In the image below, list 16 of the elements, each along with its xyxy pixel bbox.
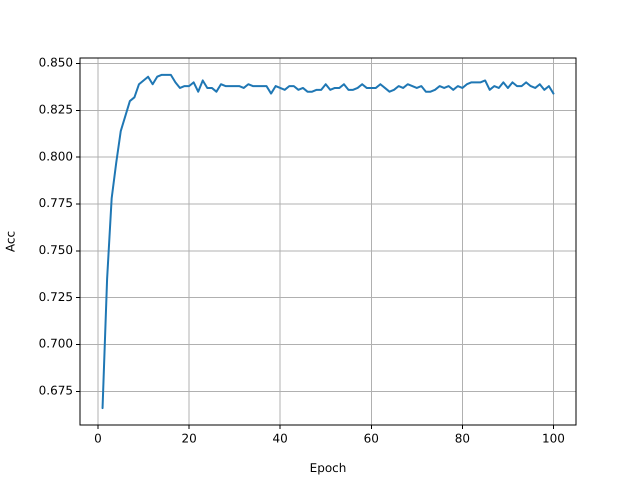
y-tick-label: 0.700 <box>38 336 73 351</box>
y-tick-label: 0.725 <box>38 290 73 304</box>
y-tick-label: 0.775 <box>38 196 73 210</box>
y-tick-label: 0.800 <box>38 149 73 164</box>
y-tick-label: 0.825 <box>38 102 73 117</box>
y-tick-label: 0.675 <box>38 383 73 398</box>
x-axis-title: Epoch <box>310 460 346 475</box>
x-tick-label: 0 <box>94 431 102 446</box>
x-tick-label: 60 <box>364 431 379 446</box>
x-tick-label: 20 <box>181 431 197 446</box>
x-tick-label: 40 <box>272 431 288 446</box>
y-tick-label: 0.750 <box>38 242 73 257</box>
y-tick-label: 0.850 <box>38 56 73 70</box>
x-tick-label: 100 <box>542 431 565 446</box>
x-tick-label: 80 <box>454 431 470 446</box>
y-axis-title: Acc <box>3 230 18 252</box>
